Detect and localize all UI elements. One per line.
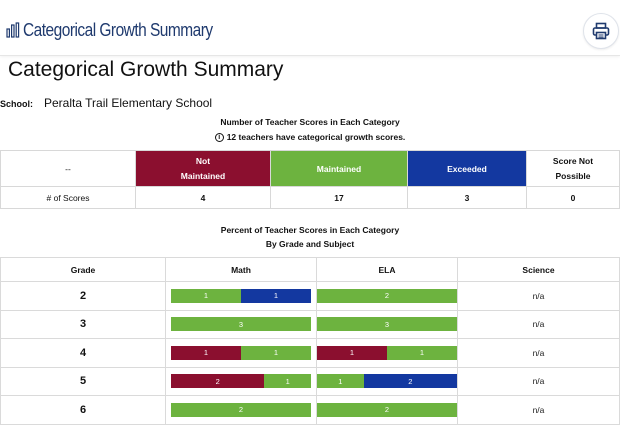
ela-stacked-bar: 2 [317, 402, 457, 417]
grade-cell: 2 [0, 281, 166, 311]
table-row: 6 2 2 n/a [0, 395, 620, 425]
counts-section-title: Number of Teacher Scores in Each Categor… [220, 117, 400, 127]
col-grade: Grade [0, 257, 166, 282]
ela-bar-segment: 1 [317, 374, 364, 389]
math-bar-segment: 1 [241, 288, 311, 303]
math-bar-segment: 2 [171, 374, 265, 389]
ela-cell: 3 [316, 309, 458, 339]
math-bar-segment: 1 [241, 345, 311, 360]
science-cell: n/a [457, 366, 620, 396]
counts-header-blank: -- [0, 150, 136, 187]
math-bar-segment: 1 [171, 288, 241, 303]
percent-section-subtitle: By Grade and Subject [265, 239, 355, 249]
grade-cell: 3 [0, 309, 166, 339]
top-bar: Categorical Growth Summary [0, 0, 620, 56]
table-row: 5 2 1 1 2 n/a [0, 366, 620, 396]
header-not-maintained: Not Maintained [135, 150, 271, 187]
grade-cell: 6 [0, 395, 166, 425]
table-row: 2 1 1 2 n/a [0, 281, 620, 311]
science-cell: n/a [457, 395, 620, 425]
ela-bar-segment: 2 [317, 288, 457, 303]
ela-cell: 2 [316, 395, 458, 425]
header-exceeded: Exceeded [407, 150, 527, 187]
ela-bar-segment: 1 [387, 345, 457, 360]
math-cell: 3 [165, 309, 317, 339]
header-score-not-possible: Score Not Possible [526, 150, 620, 187]
ela-bar-segment: 3 [317, 317, 457, 332]
col-ela: ELA [316, 257, 458, 282]
app-title: Categorical Growth Summary [6, 18, 243, 42]
school-name: Peralta Trail Elementary School [44, 96, 213, 110]
grade-subject-table: Grade Math ELA Science 2 1 1 2 n/a 3 3 3 n/a 4 1 1 1… [0, 257, 620, 425]
ela-stacked-bar: 2 [317, 288, 457, 303]
header-maintained: Maintained [270, 150, 408, 187]
math-bar-segment: 2 [171, 402, 311, 417]
count-maintained: 17 [270, 186, 408, 209]
grade-cell: 4 [0, 338, 166, 368]
table-row: 4 1 1 1 1 n/a [0, 338, 620, 368]
math-bar-segment: 1 [264, 374, 311, 389]
percent-section-title: Percent of Teacher Scores in Each Catego… [220, 225, 400, 235]
col-math: Math [165, 257, 317, 282]
app-title-text: Categorical Growth Summary [23, 19, 213, 40]
math-stacked-bar: 3 [171, 317, 311, 332]
math-bar-segment: 1 [171, 345, 241, 360]
ela-stacked-bar: 3 [317, 317, 457, 332]
print-button[interactable] [583, 13, 619, 49]
bar-chart-icon [6, 22, 20, 38]
page-title: Categorical Growth Summary [8, 58, 284, 81]
counts-info-text: 12 teachers have categorical growth scor… [226, 132, 406, 142]
count-not-maintained: 4 [135, 186, 271, 209]
math-bar-segment: 3 [171, 317, 311, 332]
count-exceeded: 3 [407, 186, 527, 209]
science-cell: n/a [457, 309, 620, 339]
printer-icon [592, 22, 610, 40]
school-label: School: [0, 99, 33, 109]
table-row: 3 3 3 n/a [0, 309, 620, 339]
count-score-not-possible: 0 [526, 186, 620, 209]
ela-bar-segment: 2 [317, 402, 457, 417]
ela-cell: 2 [316, 281, 458, 311]
col-science: Science [457, 257, 620, 282]
math-stacked-bar: 2 [171, 402, 311, 417]
counts-row-label: # of Scores [0, 186, 136, 209]
ela-bar-segment: 1 [317, 345, 387, 360]
category-counts-table: -- Not Maintained Maintained Exceeded Sc… [0, 150, 620, 209]
info-icon: i [214, 132, 224, 142]
science-cell: n/a [457, 338, 620, 368]
counts-info: i 12 teachers have categorical growth sc… [0, 132, 620, 142]
science-cell: n/a [457, 281, 620, 311]
grade-cell: 5 [0, 366, 166, 396]
ela-bar-segment: 2 [363, 374, 457, 389]
math-cell: 2 [165, 395, 317, 425]
